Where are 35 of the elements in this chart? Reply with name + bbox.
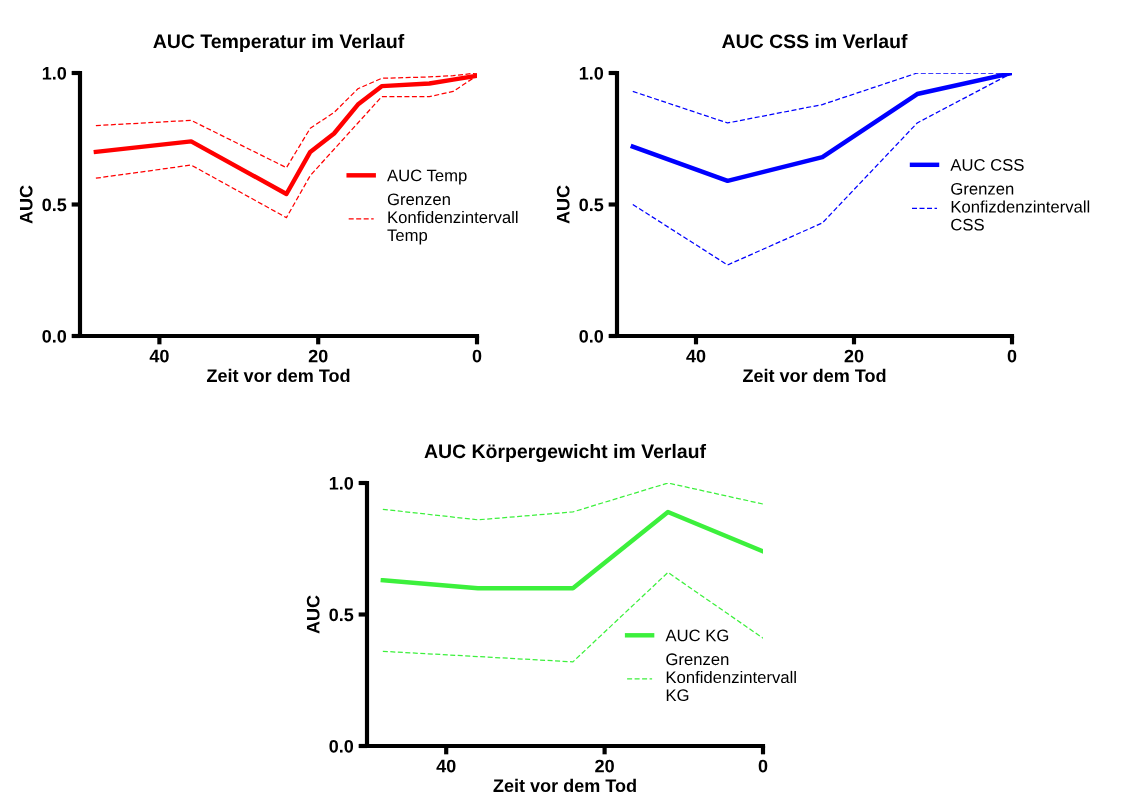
legend-label: AUC KG <box>665 629 729 642</box>
y-tick-label: 0.5 <box>42 198 67 212</box>
x-axis-title: Zeit vor dem Tod <box>206 368 350 383</box>
line-series <box>380 509 763 591</box>
y-tick-label: 0.5 <box>329 608 354 622</box>
y-tick-label: 0.0 <box>579 329 604 343</box>
y-tick-label: 0.0 <box>42 329 67 343</box>
x-axis-title: Zeit vor dem Tod <box>742 368 886 383</box>
x-tick-label: 0 <box>758 759 768 773</box>
chart-title: AUC Temperatur im Verlauf <box>153 33 405 53</box>
x-tick-label: 40 <box>436 759 456 773</box>
y-tick-label: 1.0 <box>579 66 604 80</box>
legend-label: Grenzen Konfidenzintervall Temp <box>387 193 518 245</box>
x-tick-label: 0 <box>472 349 482 363</box>
x-tick-label: 40 <box>686 349 706 363</box>
y-axis-title: AUC <box>306 595 320 634</box>
y-axis-title: AUC <box>19 185 33 224</box>
legend-label: Grenzen Konfidenzintervall KG <box>666 653 796 702</box>
y-tick-label: 1.0 <box>42 66 67 80</box>
x-tick-label: 20 <box>595 759 614 773</box>
line-series <box>382 483 763 521</box>
legend-label: AUC CSS <box>950 159 1024 171</box>
y-tick-label: 0.5 <box>579 198 604 212</box>
y-tick-label: 1.0 <box>329 476 354 490</box>
x-tick-label: 20 <box>844 349 864 363</box>
x-tick-label: 20 <box>308 349 328 363</box>
chart-title: AUC CSS im Verlauf <box>722 33 908 49</box>
legend-label: Grenzen Konfizdenzintervall CSS <box>951 182 1090 231</box>
chart-title: AUC Körpergewicht im Verlauf <box>424 443 707 463</box>
x-axis-title: Zeit vor dem Tod <box>493 778 636 793</box>
legend-label: AUC Temp <box>387 169 467 185</box>
y-tick-label: 0.0 <box>329 739 354 753</box>
y-axis-title: AUC <box>556 185 570 224</box>
x-tick-label: 40 <box>149 349 169 363</box>
x-tick-label: 0 <box>1007 349 1017 363</box>
